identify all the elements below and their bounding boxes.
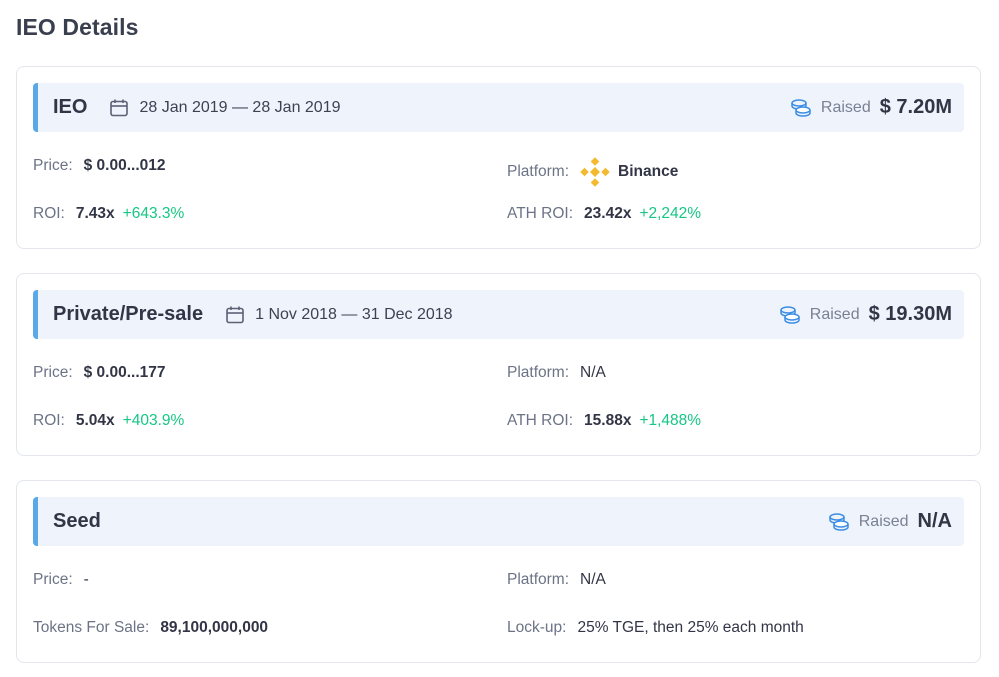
ath-roi-value: 23.42x	[584, 205, 632, 222]
platform-row: Platform: Binance	[507, 157, 678, 187]
tokens-for-sale-value: 89,100,000,000	[160, 619, 269, 636]
round-header: Seed Raised N/A	[33, 497, 964, 546]
round-card-private-presale: Private/Pre-sale 1 Nov 2018 — 31 Dec 201…	[16, 273, 981, 456]
price-value: $ 0.00...012	[83, 157, 166, 174]
roi-percent: +403.9%	[122, 412, 185, 429]
round-name: Seed	[53, 510, 101, 532]
price-label: Price:	[33, 571, 73, 588]
platform-row: Platform: N/A	[507, 364, 606, 382]
tokens-for-sale-row: Tokens For Sale: 89,100,000,000	[33, 619, 268, 637]
round-card-ieo: IEO 28 Jan 2019 — 28 Jan 2019 Raised $ 7…	[16, 66, 981, 249]
round-dates: 28 Jan 2019 — 28 Jan 2019	[109, 98, 341, 118]
platform-row: Platform: N/A	[507, 571, 606, 589]
lockup-value: 25% TGE, then 25% each month	[577, 619, 804, 636]
round-header: Private/Pre-sale 1 Nov 2018 — 31 Dec 201…	[33, 290, 964, 339]
raised-summary: Raised N/A	[827, 510, 952, 533]
roi-row: ROI: 5.04x +403.9%	[33, 412, 184, 430]
raised-label: Raised	[820, 98, 871, 116]
round-name: Private/Pre-sale	[53, 303, 204, 325]
price-row: Price: $ 0.00...012	[33, 157, 166, 175]
coins-icon	[828, 512, 849, 531]
calendar-icon	[110, 99, 129, 116]
ath-roi-percent: +1,488%	[639, 412, 702, 429]
roi-label: ROI:	[33, 205, 65, 222]
raised-summary: Raised $ 19.30M	[778, 303, 952, 326]
raised-value: $ 19.30M	[868, 303, 952, 325]
ath-roi-row: ATH ROI: 15.88x +1,488%	[507, 412, 701, 430]
platform-label: Platform:	[507, 163, 570, 180]
ath-roi-value: 15.88x	[584, 412, 632, 429]
ath-roi-percent: +2,242%	[639, 205, 702, 222]
round-card-seed: Seed Raised N/A Price: - Platform: N/A T…	[16, 480, 981, 663]
raised-value: $ 7.20M	[879, 96, 952, 118]
binance-icon	[580, 157, 610, 187]
price-value: $ 0.00...177	[83, 364, 166, 381]
raised-value: N/A	[917, 510, 952, 532]
platform-label: Platform:	[507, 364, 570, 381]
ath-roi-label: ATH ROI:	[507, 205, 574, 222]
coins-icon	[791, 98, 811, 117]
ath-roi-label: ATH ROI:	[507, 412, 574, 429]
raised-label: Raised	[809, 305, 860, 323]
raised-label: Raised	[858, 512, 909, 530]
roi-percent: +643.3%	[122, 205, 185, 222]
price-value: -	[83, 571, 89, 588]
roi-value: 5.04x	[75, 412, 115, 429]
platform-value: Binance	[618, 163, 679, 180]
raised-summary: Raised $ 7.20M	[789, 96, 952, 119]
roi-label: ROI:	[33, 412, 65, 429]
price-row: Price: $ 0.00...177	[33, 364, 166, 382]
page-title: IEO Details	[16, 14, 139, 40]
round-name: IEO	[53, 96, 88, 118]
round-header: IEO 28 Jan 2019 — 28 Jan 2019 Raised $ 7…	[33, 83, 964, 132]
calendar-icon	[226, 306, 244, 323]
date-range: 1 Nov 2018 — 31 Dec 2018	[255, 305, 453, 323]
round-dates: 1 Nov 2018 — 31 Dec 2018	[225, 305, 453, 325]
price-row: Price: -	[33, 571, 89, 589]
tokens-for-sale-label: Tokens For Sale:	[33, 619, 150, 636]
lockup-row: Lock-up: 25% TGE, then 25% each month	[507, 619, 804, 637]
price-label: Price:	[33, 364, 73, 381]
roi-row: ROI: 7.43x +643.3%	[33, 205, 184, 223]
roi-value: 7.43x	[75, 205, 115, 222]
platform-label: Platform:	[507, 571, 570, 588]
lockup-label: Lock-up:	[507, 619, 567, 636]
date-range: 28 Jan 2019 — 28 Jan 2019	[139, 98, 341, 116]
coins-icon	[780, 305, 800, 324]
ath-roi-row: ATH ROI: 23.42x +2,242%	[507, 205, 701, 223]
price-label: Price:	[33, 157, 73, 174]
platform-value: N/A	[580, 364, 606, 381]
platform-value: N/A	[580, 571, 606, 588]
